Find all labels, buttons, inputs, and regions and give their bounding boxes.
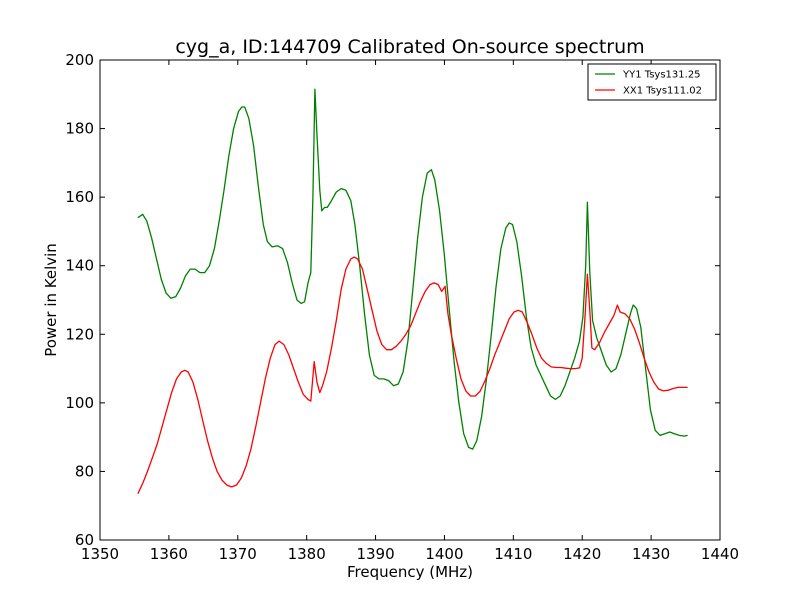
axes: 1350 1360 1370 1380 1390 1400 1410 1420 1430 1440…	[65, 51, 739, 563]
x-tick-label: 1410	[494, 545, 532, 563]
legend-box	[587, 63, 717, 101]
chart-title: cyg_a, ID:144709 Calibrated On-source sp…	[175, 36, 644, 58]
x-tick-label: 1440	[701, 545, 739, 563]
series-line-xx1	[137, 256, 688, 494]
y-tick-label: 60	[75, 531, 94, 549]
legend: YY1 Tsys131.25 XX1 Tsys111.02	[587, 63, 717, 101]
y-tick-label: 120	[65, 325, 94, 343]
x-tick-label: 1370	[219, 545, 257, 563]
x-tick-label: 1360	[150, 545, 188, 563]
series-layer	[137, 88, 688, 494]
y-tick-label: 140	[65, 257, 94, 275]
series-line-yy1	[137, 88, 688, 450]
y-axis-label: Power in Kelvin	[42, 243, 60, 357]
x-tick-label: 1390	[356, 545, 394, 563]
x-axis-label: Frequency (MHz)	[347, 563, 473, 581]
x-tick-label: 1430	[632, 545, 670, 563]
y-tick-label: 180	[65, 120, 94, 138]
plot-area	[100, 60, 720, 540]
x-tick-label: 1350	[81, 545, 119, 563]
y-tick-label: 200	[65, 51, 94, 69]
y-tick-label: 80	[75, 462, 94, 480]
y-tick-label: 160	[65, 188, 94, 206]
plot-frame	[99, 59, 721, 541]
legend-label-xx1: XX1 Tsys111.02	[623, 86, 702, 97]
legend-label-yy1: YY1 Tsys131.25	[622, 70, 701, 81]
y-tick-label: 100	[65, 394, 94, 412]
x-tick-label: 1380	[288, 545, 326, 563]
x-tick-label: 1420	[563, 545, 601, 563]
x-tick-label: 1400	[425, 545, 463, 563]
